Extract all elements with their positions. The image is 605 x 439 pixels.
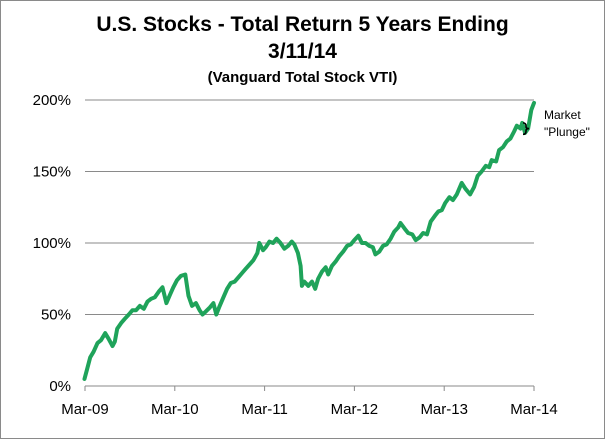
x-tick-label-5: Mar-14 [510,401,558,418]
y-tick-label-3: 150% [33,164,71,181]
y-tick-label-2: 100% [33,235,71,252]
gridlines [85,99,534,315]
chart-subtitle: (Vanguard Total Stock VTI) [207,69,398,86]
chart-title: U.S. Stocks - Total Return 5 Years Endin… [96,13,509,63]
x-tick-label-4: Mar-13 [420,401,468,418]
title-block: U.S. Stocks - Total Return 5 Years Endin… [1,11,604,87]
annotation-label-line1: Market [544,108,581,122]
y-tick-label-1: 50% [41,307,71,324]
annotation-brace [522,122,530,136]
y-tick-label-4: 200% [33,92,71,109]
x-tick-labels: Mar-09 Mar-10 Mar-11 Mar-12 Mar-13 Mar-14 [61,401,558,418]
series-line-vti [82,100,536,381]
y-tick-labels: 0% 50% 100% 150% 200% [33,92,71,395]
x-tick-label-3: Mar-12 [331,401,379,418]
x-tick-label-1: Mar-10 [151,401,199,418]
annotation-market-plunge: Market "Plunge" [522,108,590,139]
annotation-label-line2: "Plunge" [544,125,590,139]
x-tick-marks [84,386,535,391]
x-tick-label-0: Mar-09 [61,401,109,418]
y-tick-label-0: 0% [49,378,71,395]
x-tick-label-2: Mar-11 [241,401,287,418]
